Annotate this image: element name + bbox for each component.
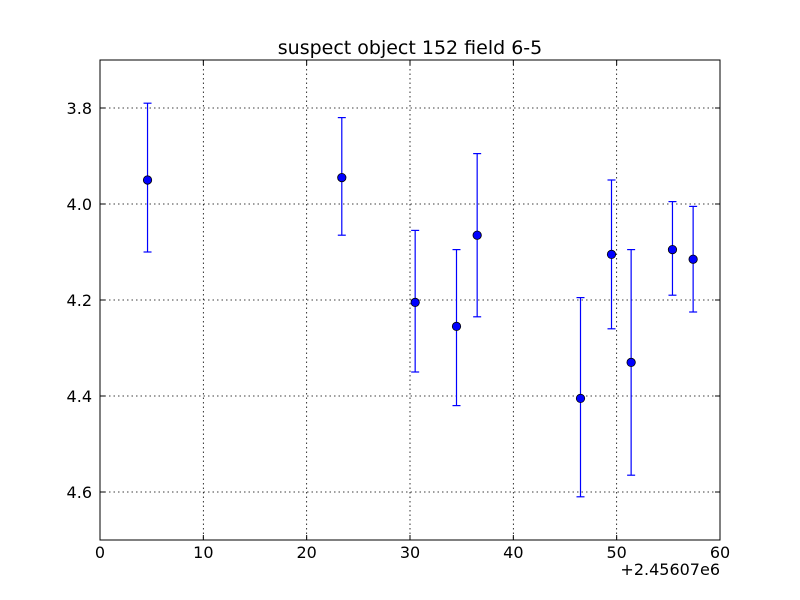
y-tick-label: 3.8 [67, 99, 92, 118]
data-point [451, 321, 462, 331]
axis-tick-labels: 0 10 20 30 40 50 60 3.8 4.0 4.2 4.4 4.6 [67, 99, 731, 562]
x-tick-label: 0 [95, 543, 105, 562]
x-tick-label: 30 [400, 543, 420, 562]
grid [100, 60, 720, 540]
data-point [410, 297, 420, 307]
data-point [472, 230, 482, 240]
data-point [667, 245, 678, 255]
x-tick-label: 40 [503, 543, 523, 562]
data-point [575, 393, 586, 403]
data-point [606, 249, 617, 259]
y-tick-label: 4.4 [67, 387, 92, 406]
x-tick-label: 10 [193, 543, 213, 562]
data-point [337, 173, 347, 183]
data-series [142, 102, 698, 498]
plot-frame [99, 59, 721, 541]
chart-title: suspect object 152 field 6-5 [278, 37, 543, 59]
x-offset-label: +2.45607e6 [620, 560, 720, 579]
data-point [688, 254, 698, 264]
y-tick-label: 4.6 [67, 483, 92, 502]
x-tick-label: 60 [710, 543, 730, 562]
data-point [142, 175, 153, 185]
y-tick-label: 4.0 [67, 195, 92, 214]
y-tick-label: 4.2 [67, 291, 92, 310]
x-tick-label: 20 [296, 543, 316, 562]
data-point [626, 357, 636, 367]
x-tick-label: 50 [606, 543, 626, 562]
